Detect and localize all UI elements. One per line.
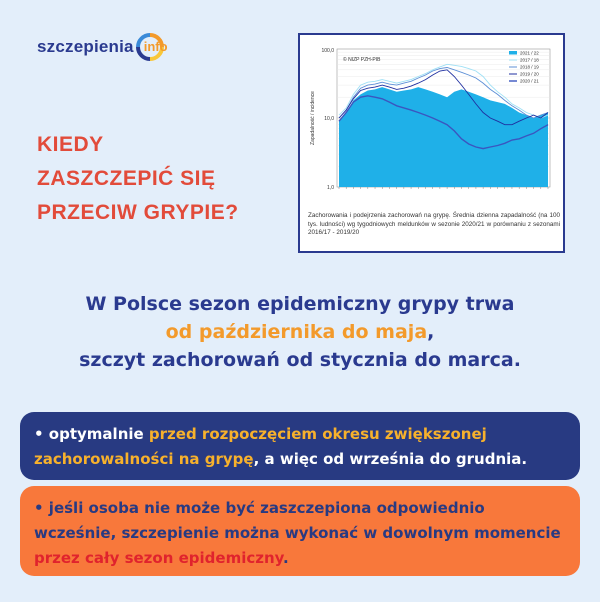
y-tick-1: 1,0	[327, 185, 334, 191]
series-line-202021	[338, 95, 549, 150]
logo-brand: szczepienia	[37, 37, 134, 56]
logo-suffix: info	[143, 39, 168, 54]
headline-line-1: KIEDY	[37, 133, 104, 156]
main-line-1: W Polsce sezon epidemiczny grypy trwa	[85, 293, 515, 315]
late-vaccination-highlight: przez cały sezon epidemiczny	[34, 549, 284, 567]
headline: KIEDY ZASZCZEPIĆ SIĘ PRZECIW GRYPIE?	[37, 128, 239, 230]
legend-label-2020-21: 2020 / 21	[520, 79, 539, 84]
main-line-2-suffix: ,	[427, 321, 435, 343]
season-months-highlight: od października do maja	[165, 321, 428, 343]
chart-source-label: © NIZP PZH-PIB	[343, 56, 381, 63]
series-line-201920	[338, 69, 549, 126]
late-vaccination-box: • jeśli osoba nie może być zaszczepiona …	[20, 486, 580, 576]
series-area-2021-22	[339, 87, 548, 187]
logo-ring-icon: info	[135, 32, 168, 62]
chart-card: © NIZP PZH-PIB Zapadalność / incidence 1…	[298, 33, 565, 253]
legend-label-2018-19: 2018 / 19	[520, 65, 539, 70]
optimal-timing-highlight: przed rozpoczęciem okresu zwiększonej za…	[34, 425, 487, 468]
chart-y-axis-label: Zapadalność / incidence	[310, 91, 316, 145]
legend-swatch-2021-22	[509, 51, 517, 55]
y-tick-100: 100,0	[321, 48, 334, 54]
series-line-201819	[338, 67, 549, 119]
optimal-timing-box: • optymalnie przed rozpoczęciem okresu z…	[20, 412, 580, 480]
legend-label-2021-22: 2021 / 22	[520, 51, 539, 56]
chart-legend: 2021 / 22 2017 / 18 2018 / 19 2019 / 20 …	[509, 51, 539, 84]
logo: szczepienia info	[37, 32, 168, 62]
headline-line-2: ZASZCZEPIĆ SIĘ	[37, 167, 216, 190]
series-line-201718	[338, 63, 549, 119]
flu-incidence-chart: © NIZP PZH-PIB Zapadalność / incidence 1…	[310, 48, 551, 191]
legend-label-2019-20: 2019 / 20	[520, 72, 539, 77]
late-vaccination-text-end: .	[283, 549, 289, 567]
y-tick-10: 10,0	[324, 116, 334, 122]
x-axis-ticks	[338, 187, 549, 189]
optimal-timing-text-end: , a więc od września do grudnia.	[253, 450, 528, 468]
main-line-3: szczyt zachorowań od stycznia do marca.	[79, 349, 521, 371]
chart-caption: Zachorowania i podejrzenia zachorowań na…	[308, 212, 560, 236]
main-statement: W Polsce sezon epidemiczny grypy trwa od…	[0, 290, 600, 374]
main-line-2: od października do maja,	[0, 318, 600, 346]
optimal-timing-text: • optymalnie	[34, 425, 149, 443]
late-vaccination-text: • jeśli osoba nie może być zaszczepiona …	[34, 499, 561, 542]
legend-label-2017-18: 2017 / 18	[520, 58, 539, 63]
headline-line-3: PRZECIW GRYPIE?	[37, 201, 239, 224]
